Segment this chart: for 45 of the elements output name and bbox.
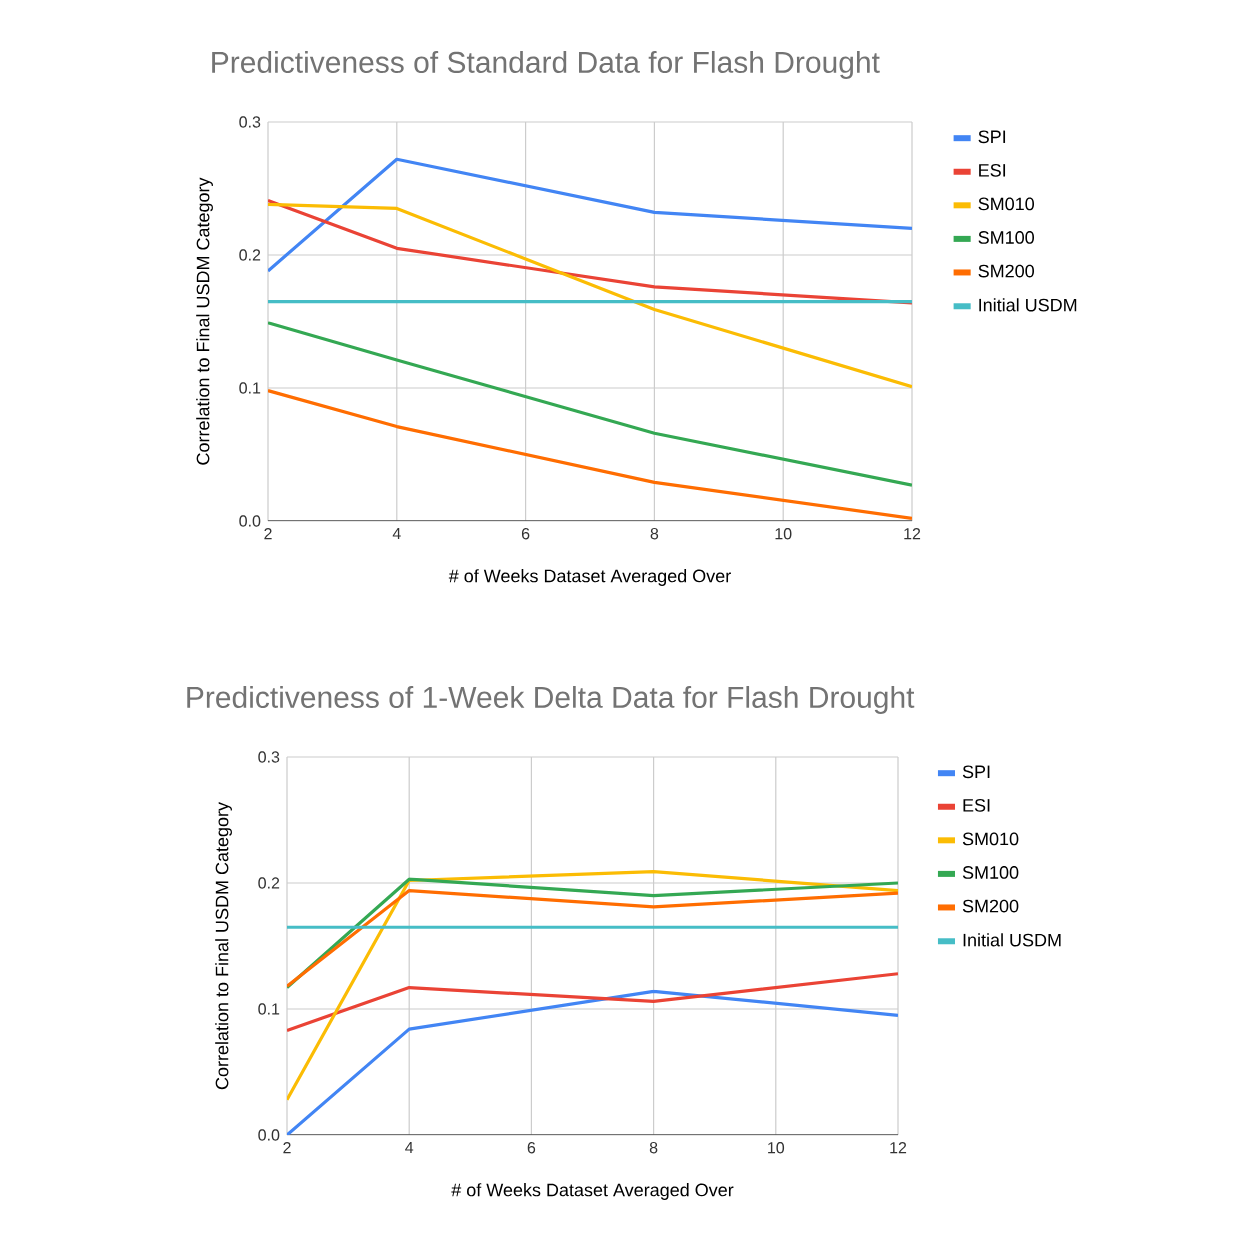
y-tick-label: 0.1 <box>258 1003 280 1015</box>
x-tick-label: 10 <box>775 528 792 540</box>
legend-label: SM010 <box>962 832 1019 846</box>
chart-title: Predictiveness of 1-Week Delta Data for Flash Drought <box>187 685 915 714</box>
x-tick-label: 6 <box>521 528 530 540</box>
y-tick-label: 0.1 <box>239 382 261 394</box>
y-tick-label: 0.0 <box>239 515 261 527</box>
legend-label: Initial USDM <box>963 933 1061 947</box>
x-tick-label: 2 <box>264 528 272 540</box>
legend-label: SM010 <box>978 197 1035 211</box>
legend-label: SM200 <box>978 264 1035 278</box>
legend-label: Initial USDM <box>979 298 1077 312</box>
x-tick-label: 8 <box>650 528 659 540</box>
legend-label: SPI <box>978 130 1006 144</box>
y-axis-title: Correlation to Final USDM Category <box>215 802 232 1090</box>
x-tick-label: 10 <box>768 1142 785 1154</box>
line-series <box>268 389 912 520</box>
line-series <box>268 321 912 487</box>
y-tick-label: 0.2 <box>239 249 261 261</box>
x-tick-label: 8 <box>649 1142 658 1154</box>
legend-label: ESI <box>963 798 990 812</box>
x-tick-label: 12 <box>890 1142 907 1154</box>
y-tick-label: 0.0 <box>258 1129 280 1141</box>
x-tick-label: 2 <box>283 1142 291 1154</box>
legend-label: SM200 <box>962 899 1019 913</box>
line-series <box>287 989 898 1135</box>
y-tick-label: 0.3 <box>258 751 280 763</box>
y-tick-label: 0.3 <box>239 116 261 128</box>
x-tick-label: 4 <box>392 528 401 540</box>
legend-label: ESI <box>979 163 1006 177</box>
legend-label: SPI <box>962 765 990 779</box>
x-tick-label: 12 <box>904 528 921 540</box>
y-tick-label: 0.2 <box>258 877 280 889</box>
line-series <box>287 972 898 1033</box>
legend-label: SM100 <box>962 866 1019 879</box>
x-tick-label: 4 <box>405 1142 414 1154</box>
y-axis-title: Correlation to Final USDM Category <box>196 177 213 465</box>
line-series <box>268 202 912 389</box>
x-axis-title: # of Weeks Dataset Averaged Over <box>448 569 731 586</box>
legend-label: SM100 <box>978 231 1035 244</box>
chart-title: Predictiveness of Standard Data for Flash Drought <box>212 50 880 79</box>
line-series <box>287 870 898 1102</box>
line-series <box>268 157 912 273</box>
x-tick-label: 6 <box>527 1142 536 1154</box>
x-axis-title: # of Weeks Dataset Averaged Over <box>451 1183 734 1200</box>
